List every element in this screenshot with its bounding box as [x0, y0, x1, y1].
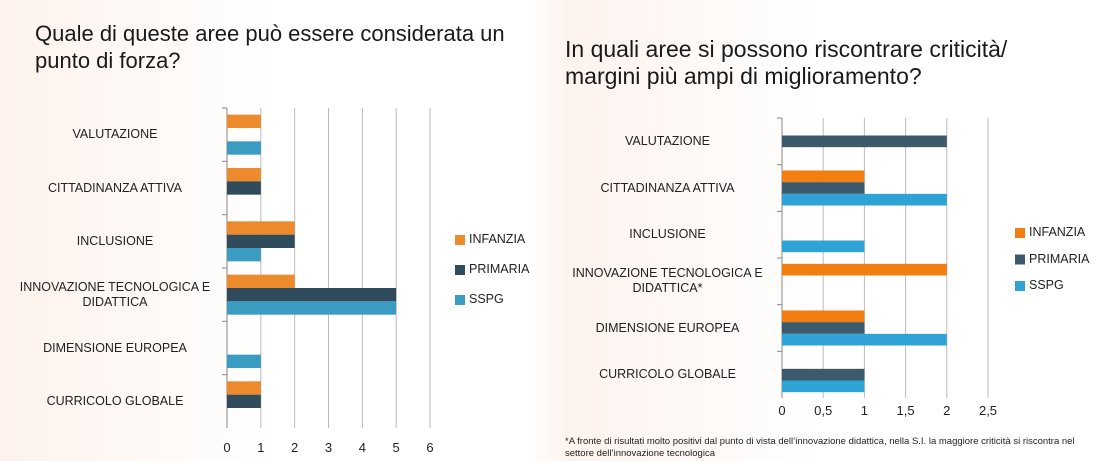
- legend-swatch: [455, 265, 465, 275]
- x-tick-label: 4: [359, 440, 366, 455]
- x-tick-label: 1: [257, 440, 264, 455]
- legend-swatch: [1015, 228, 1025, 238]
- bar: [782, 241, 864, 253]
- legend-label: INFANZIA: [469, 232, 525, 246]
- x-tick-label: 1: [861, 403, 868, 418]
- bar: [782, 182, 864, 194]
- legend-label: PRIMARIA: [469, 262, 529, 276]
- bar: [782, 136, 947, 148]
- bar: [227, 275, 295, 288]
- bar: [227, 181, 261, 194]
- x-tick-label: 5: [393, 440, 400, 455]
- legend-label: SSPG: [1029, 278, 1064, 292]
- category-label: VALUTAZIONE: [10, 127, 220, 142]
- x-tick-label: 2,5: [979, 403, 997, 418]
- category-label: INCLUSIONE: [560, 227, 775, 242]
- category-label: CITTADINANZA ATTIVA: [560, 181, 775, 196]
- bar: [227, 355, 261, 368]
- bar: [227, 395, 261, 408]
- legend-label: SSPG: [469, 292, 504, 306]
- bar: [227, 141, 261, 154]
- category-label: CURRICOLO GLOBALE: [560, 367, 775, 382]
- category-label: INNOVAZIONE TECNOLOGICA E DIDATTICA: [10, 280, 220, 310]
- bar: [782, 381, 864, 393]
- legend-swatch: [1015, 281, 1025, 291]
- legend-swatch: [455, 295, 465, 305]
- legend-label: PRIMARIA: [1029, 252, 1089, 266]
- bar: [227, 168, 261, 181]
- bar: [782, 171, 864, 183]
- category-label: VALUTAZIONE: [560, 134, 775, 149]
- bar: [782, 322, 864, 334]
- x-tick-label: 3: [325, 440, 332, 455]
- bar: [782, 264, 947, 276]
- x-tick-label: 0: [223, 440, 230, 455]
- category-label: DIMENSIONE EUROPEA: [10, 341, 220, 356]
- bar: [782, 194, 947, 206]
- bar: [782, 311, 864, 323]
- category-label: INCLUSIONE: [10, 234, 220, 249]
- bar: [227, 288, 396, 301]
- x-tick-label: 2: [943, 403, 950, 418]
- x-tick-label: 6: [426, 440, 433, 455]
- x-tick-label: 1,5: [897, 403, 915, 418]
- bar: [227, 381, 261, 394]
- legend-label: INFANZIA: [1029, 225, 1085, 239]
- bar: [227, 235, 295, 248]
- page: Quale di queste aree può essere consider…: [0, 0, 1096, 461]
- category-label: CITTADINANZA ATTIVA: [10, 181, 220, 196]
- bar: [782, 369, 864, 381]
- category-label: INNOVAZIONE TECNOLOGICA E DIDATTICA*: [560, 266, 775, 296]
- footnote: *A fronte di risultati molto positivi da…: [565, 436, 1085, 460]
- bar: [227, 301, 396, 314]
- category-label: CURRICOLO GLOBALE: [10, 394, 220, 409]
- x-tick-label: 0,5: [814, 403, 832, 418]
- x-tick-label: 0: [778, 403, 785, 418]
- chart-title: Quale di queste aree può essere consider…: [35, 20, 535, 74]
- category-label: DIMENSIONE EUROPEA: [560, 321, 775, 336]
- bar: [782, 334, 947, 346]
- chart-title: In quali aree si possono riscontrare cri…: [565, 36, 1085, 90]
- legend-swatch: [1015, 255, 1025, 265]
- bar: [227, 221, 295, 234]
- x-tick-label: 2: [291, 440, 298, 455]
- bar: [227, 115, 261, 128]
- bar: [227, 248, 261, 261]
- legend-swatch: [455, 235, 465, 245]
